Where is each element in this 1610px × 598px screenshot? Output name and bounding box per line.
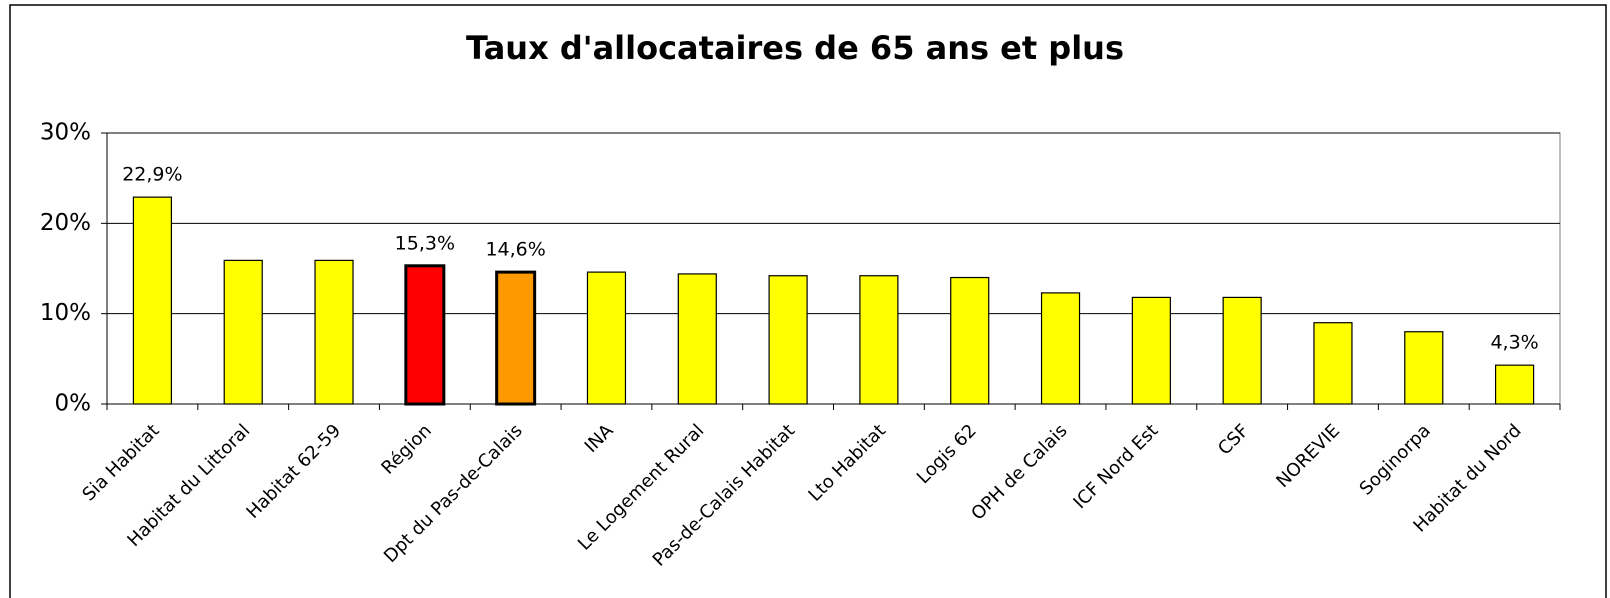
bar	[1313, 322, 1353, 405]
bar	[495, 270, 537, 406]
data-label-bg	[118, 163, 187, 186]
bar	[404, 264, 446, 406]
bar	[677, 273, 717, 405]
bar	[768, 275, 808, 405]
bar	[859, 275, 899, 405]
data-label: 4,3%	[1490, 332, 1538, 354]
bar	[586, 271, 627, 405]
bar	[132, 196, 173, 405]
bar	[1222, 296, 1262, 405]
y-tick-label: 10%	[40, 300, 91, 326]
data-label: 22,9%	[122, 164, 182, 186]
data-label-bg	[1486, 331, 1543, 354]
bar	[314, 259, 354, 405]
bar	[1040, 292, 1081, 405]
bar	[223, 259, 263, 405]
bar	[1494, 364, 1535, 405]
y-tick-label: 0%	[55, 391, 92, 417]
chart-title: Taux d'allocataires de 65 ans et plus	[466, 29, 1124, 67]
data-label-bg	[390, 232, 460, 255]
bar	[950, 276, 990, 405]
data-label-bg	[481, 238, 550, 261]
y-tick-label: 20%	[40, 210, 91, 236]
bar	[1131, 296, 1171, 405]
bar	[1404, 331, 1444, 405]
data-label: 14,6%	[485, 239, 545, 261]
data-label: 15,3%	[395, 232, 455, 254]
y-tick-label: 30%	[40, 120, 91, 146]
